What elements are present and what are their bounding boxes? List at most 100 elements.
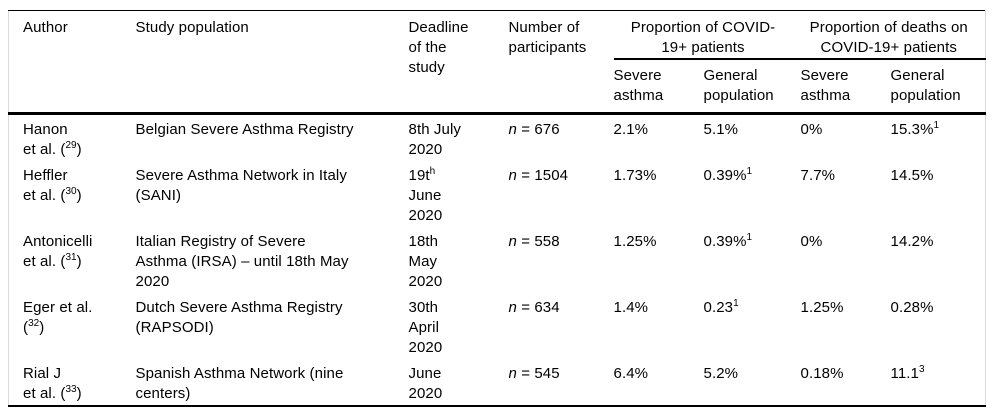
cell-deaths-severe: 0% xyxy=(801,227,891,293)
value-text: 2.1% xyxy=(613,121,649,138)
study-name: Spanish Asthma Network (nine centers) xyxy=(135,365,344,402)
row-rial: Rial J et al. (33) Spanish Asthma Networ… xyxy=(9,359,986,406)
col-header-author-label: Author xyxy=(23,19,68,36)
row-eger: Eger et al. (32) Dutch Severe Asthma Reg… xyxy=(9,293,986,359)
n-value: = 545 xyxy=(516,365,560,382)
author-name: Heffler et al. ( xyxy=(23,167,68,204)
row-hanon: Hanon et al. (29) Belgian Severe Asthma … xyxy=(9,114,986,162)
value-text: 14.2% xyxy=(890,233,934,250)
cell-deaths-severe: 0.18% xyxy=(801,359,891,406)
footnote-marker: 1 xyxy=(733,298,739,309)
group-header-deaths-proportion: Proportion of deaths on COVID-19+ patien… xyxy=(800,10,986,60)
author-name: Eger et al. ( xyxy=(23,299,93,336)
value-text: 15.3% xyxy=(890,121,934,138)
sub-header-deaths-severe-asthma: Severe asthma xyxy=(800,59,891,115)
study-name: Italian Registry of Severe Asthma (IRSA)… xyxy=(135,233,349,290)
reference-number: 31 xyxy=(65,252,77,263)
cell-deaths-general: 14.5% xyxy=(891,161,986,227)
value-text: 7.7% xyxy=(800,167,836,184)
n-symbol: n xyxy=(508,167,517,184)
footnote-marker: 1 xyxy=(746,232,753,243)
value-text: 11.1 xyxy=(890,365,919,382)
cell-deaths-general: 0.28% xyxy=(891,293,986,359)
cell-study-population: Italian Registry of Severe Asthma (IRSA)… xyxy=(136,227,409,293)
col-header-deadline-label: Deadline of the study xyxy=(408,19,469,76)
col-header-study-label: Study population xyxy=(135,19,249,36)
deadline-text: 8th July 2020 xyxy=(408,121,461,158)
ordinal-superscript: h xyxy=(429,166,436,177)
value-text: 5.2% xyxy=(703,365,739,382)
study-results-table: Author Study population Deadline of the … xyxy=(8,10,986,407)
cell-study-population: Dutch Severe Asthma Registry (RAPSODI) xyxy=(136,293,409,359)
deadline-text: June 2020 xyxy=(408,187,443,224)
value-text: 0.39% xyxy=(703,167,747,184)
cell-covid-severe: 1.25% xyxy=(614,227,704,293)
cell-covid-severe: 2.1% xyxy=(614,114,704,162)
row-heffler: Heffler et al. (30) Severe Asthma Networ… xyxy=(9,161,986,227)
cell-covid-severe: 1.73% xyxy=(614,161,704,227)
value-text: 0% xyxy=(800,233,823,250)
value-text: 6.4% xyxy=(613,365,649,382)
sub-header-deaths-general-population: General population xyxy=(890,59,986,115)
cell-deaths-general: 14.2% xyxy=(891,227,986,293)
cell-covid-general: 5.1% xyxy=(704,114,801,162)
n-value: = 1504 xyxy=(516,167,569,184)
value-text: 0.39% xyxy=(703,233,747,250)
deadline-text: 19t xyxy=(408,167,430,184)
author-close: ) xyxy=(39,319,45,336)
value-text: 0% xyxy=(800,121,823,138)
value-text: 1.25% xyxy=(800,299,844,316)
value-text: 1.25% xyxy=(613,233,657,250)
cell-author: Eger et al. (32) xyxy=(9,293,136,359)
cell-deadline: June 2020 xyxy=(409,359,509,406)
cell-deaths-severe: 7.7% xyxy=(801,161,891,227)
footnote-marker: 1 xyxy=(746,166,753,177)
footnote-marker: 1 xyxy=(933,120,940,131)
cell-covid-general: 0.39%1 xyxy=(704,161,801,227)
value-text: 1.4% xyxy=(613,299,649,316)
group-header-covid-label: Proportion of COVID- 19+ patients xyxy=(630,19,776,56)
table-body: Hanon et al. (29) Belgian Severe Asthma … xyxy=(9,114,986,407)
author-close: ) xyxy=(76,253,82,270)
value-text: 14.5% xyxy=(890,167,934,184)
n-symbol: n xyxy=(508,365,517,382)
cell-covid-general: 0.231 xyxy=(704,293,801,359)
group-header-covid-proportion: Proportion of COVID- 19+ patients xyxy=(613,10,801,60)
cell-participants: n = 676 xyxy=(509,114,614,162)
author-close: ) xyxy=(76,385,82,402)
n-value: = 676 xyxy=(516,121,560,138)
cell-participants: n = 634 xyxy=(509,293,614,359)
reference-number: 32 xyxy=(28,318,40,329)
cell-study-population: Spanish Asthma Network (nine centers) xyxy=(136,359,409,406)
col-header-author: Author xyxy=(8,10,136,115)
author-close: ) xyxy=(76,187,82,204)
reference-number: 29 xyxy=(65,140,77,151)
cell-deaths-general: 15.3%1 xyxy=(891,114,986,162)
sub-header-covid-general-population: General population xyxy=(703,59,801,115)
cell-covid-severe: 6.4% xyxy=(614,359,704,406)
value-text: 5.1% xyxy=(703,121,739,138)
cell-covid-severe: 1.4% xyxy=(614,293,704,359)
sub-header-label: General population xyxy=(703,67,774,104)
footnote-marker: 3 xyxy=(918,364,925,375)
sub-header-label: Severe asthma xyxy=(613,67,664,104)
cell-author: Rial J et al. (33) xyxy=(9,359,136,406)
deadline-text: 30th April 2020 xyxy=(408,299,443,356)
n-symbol: n xyxy=(508,299,517,316)
table-container: Author Study population Deadline of the … xyxy=(8,10,986,407)
cell-study-population: Belgian Severe Asthma Registry xyxy=(136,114,409,162)
n-symbol: n xyxy=(508,233,517,250)
group-header-deaths-label: Proportion of deaths on COVID-19+ patien… xyxy=(809,19,968,56)
n-value: = 634 xyxy=(516,299,560,316)
cell-author: Heffler et al. (30) xyxy=(9,161,136,227)
cell-deadline: 18th May 2020 xyxy=(409,227,509,293)
cell-deadline: 8th July 2020 xyxy=(409,114,509,162)
value-text: 0.23 xyxy=(703,299,734,316)
header-row-main: Author Study population Deadline of the … xyxy=(8,10,986,115)
table-header: Author Study population Deadline of the … xyxy=(8,10,986,115)
cell-covid-general: 0.39%1 xyxy=(704,227,801,293)
cell-deaths-severe: 0% xyxy=(801,114,891,162)
cell-participants: n = 545 xyxy=(509,359,614,406)
n-symbol: n xyxy=(508,121,517,138)
